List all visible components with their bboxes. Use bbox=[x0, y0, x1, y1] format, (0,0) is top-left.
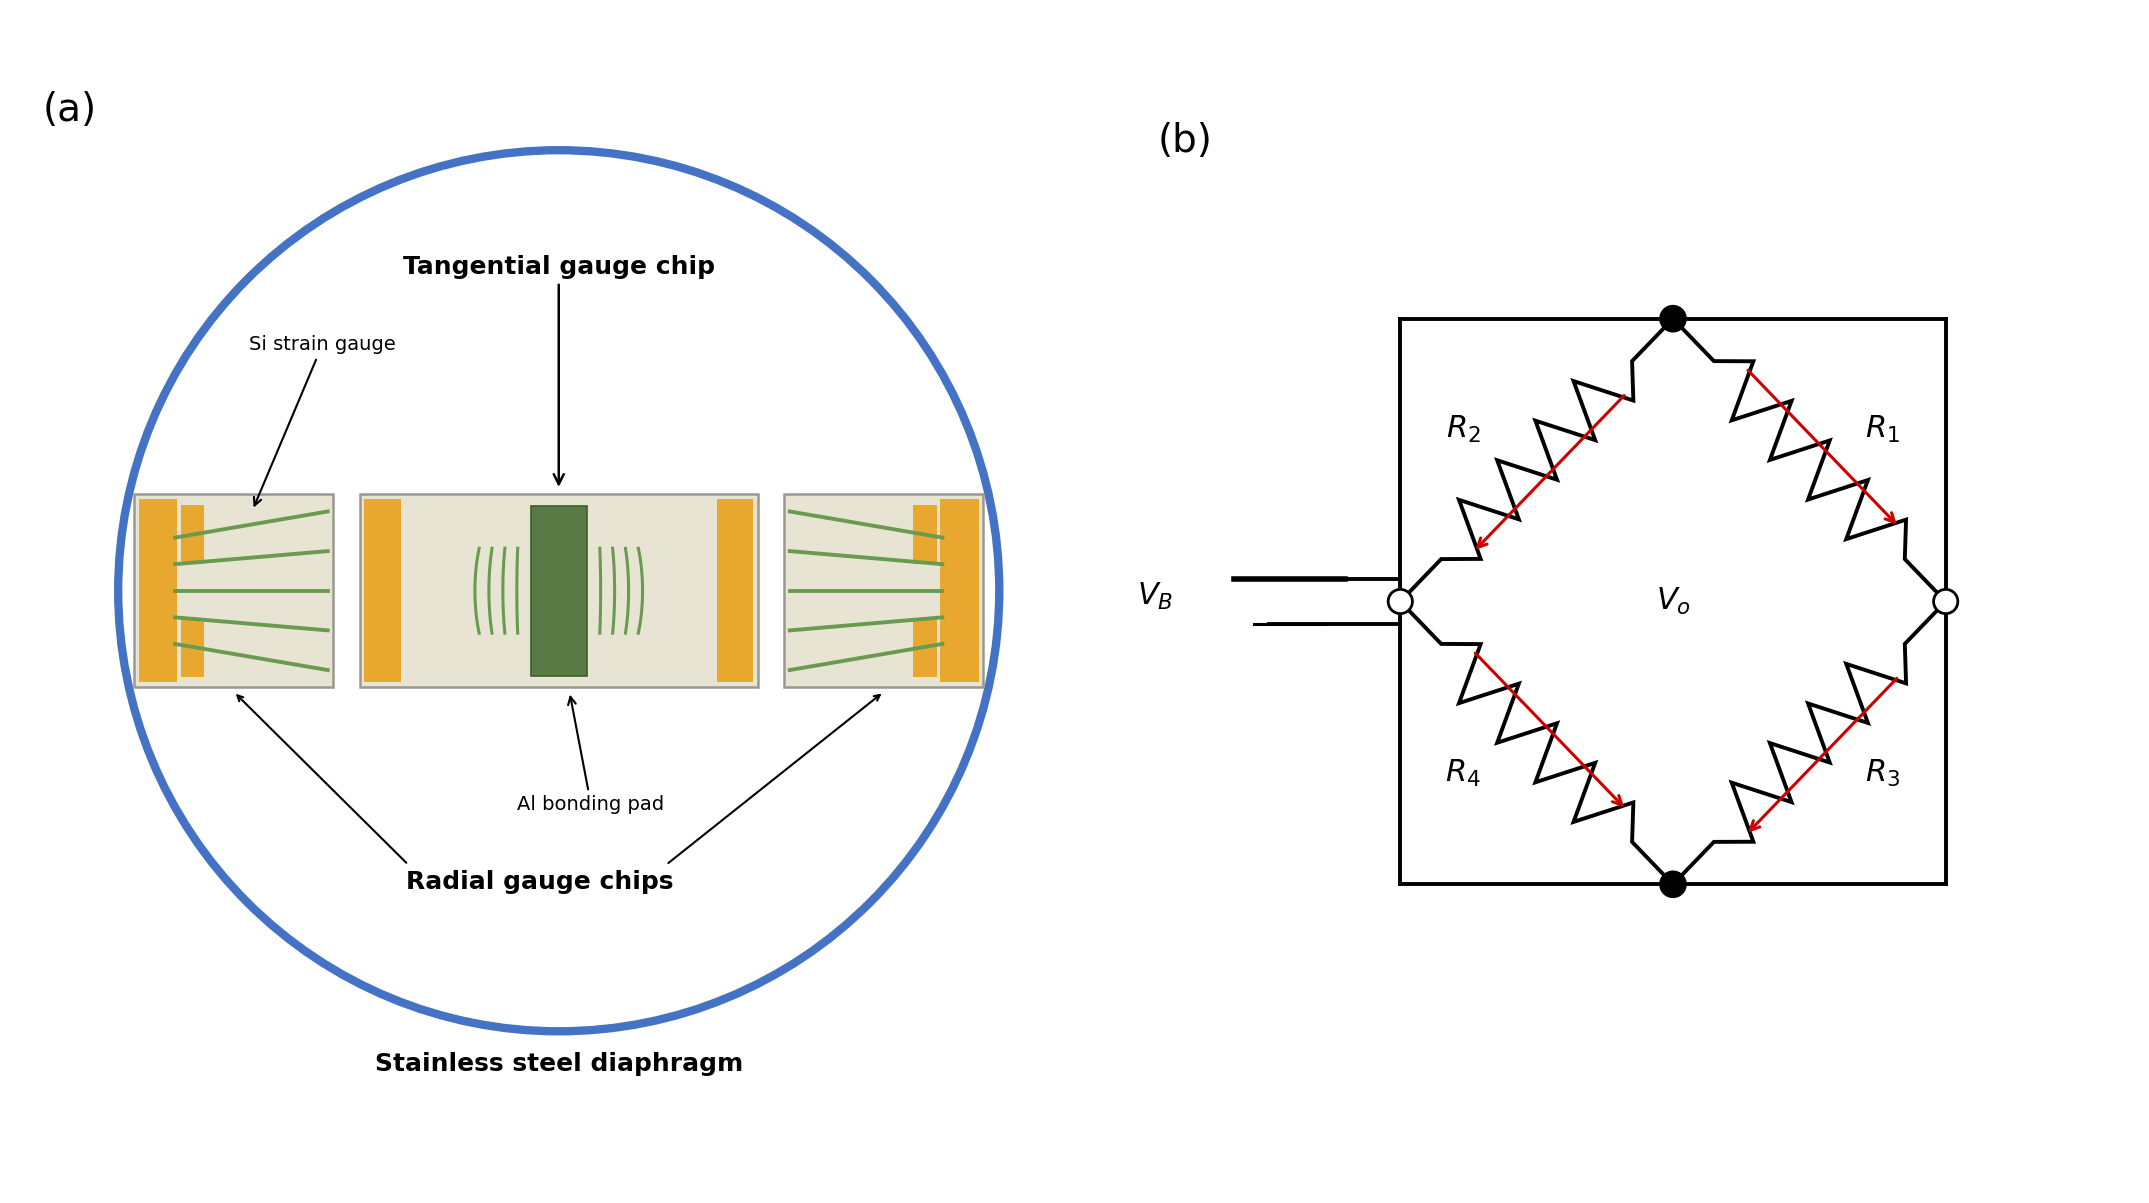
Bar bbox=[720, 594, 752, 660]
Text: (a): (a) bbox=[43, 91, 97, 129]
Text: $R_1$: $R_1$ bbox=[1865, 414, 1900, 445]
Text: $V_o$: $V_o$ bbox=[1655, 586, 1691, 617]
Text: Stainless steel diaphragm: Stainless steel diaphragm bbox=[374, 1051, 744, 1075]
Bar bbox=[365, 594, 398, 660]
Bar bbox=[531, 506, 587, 676]
Text: Al bonding pad: Al bonding pad bbox=[518, 697, 664, 814]
Text: Si strain gauge: Si strain gauge bbox=[249, 336, 395, 505]
Bar bbox=[400, 499, 718, 682]
Bar bbox=[138, 499, 329, 682]
Bar bbox=[913, 617, 937, 677]
Text: $V_B$: $V_B$ bbox=[1137, 581, 1173, 612]
Bar bbox=[133, 494, 333, 687]
Circle shape bbox=[1388, 589, 1412, 614]
Bar bbox=[361, 494, 759, 687]
Bar bbox=[181, 617, 204, 677]
Bar bbox=[789, 499, 941, 682]
Circle shape bbox=[1934, 589, 1958, 614]
Bar bbox=[720, 521, 752, 587]
Text: $R_2$: $R_2$ bbox=[1446, 414, 1481, 445]
Bar bbox=[913, 505, 937, 564]
Text: Radial gauge chips: Radial gauge chips bbox=[406, 870, 673, 894]
Bar bbox=[181, 505, 204, 564]
Text: $R_4$: $R_4$ bbox=[1446, 758, 1481, 789]
Bar bbox=[365, 499, 754, 682]
Text: $R_3$: $R_3$ bbox=[1865, 758, 1900, 789]
Bar bbox=[365, 521, 398, 587]
Text: (b): (b) bbox=[1158, 122, 1212, 160]
Bar bbox=[178, 499, 329, 682]
Bar bbox=[789, 499, 980, 682]
Bar bbox=[784, 494, 984, 687]
Text: Tangential gauge chip: Tangential gauge chip bbox=[402, 255, 716, 484]
Circle shape bbox=[1659, 306, 1687, 332]
Circle shape bbox=[1659, 871, 1687, 897]
